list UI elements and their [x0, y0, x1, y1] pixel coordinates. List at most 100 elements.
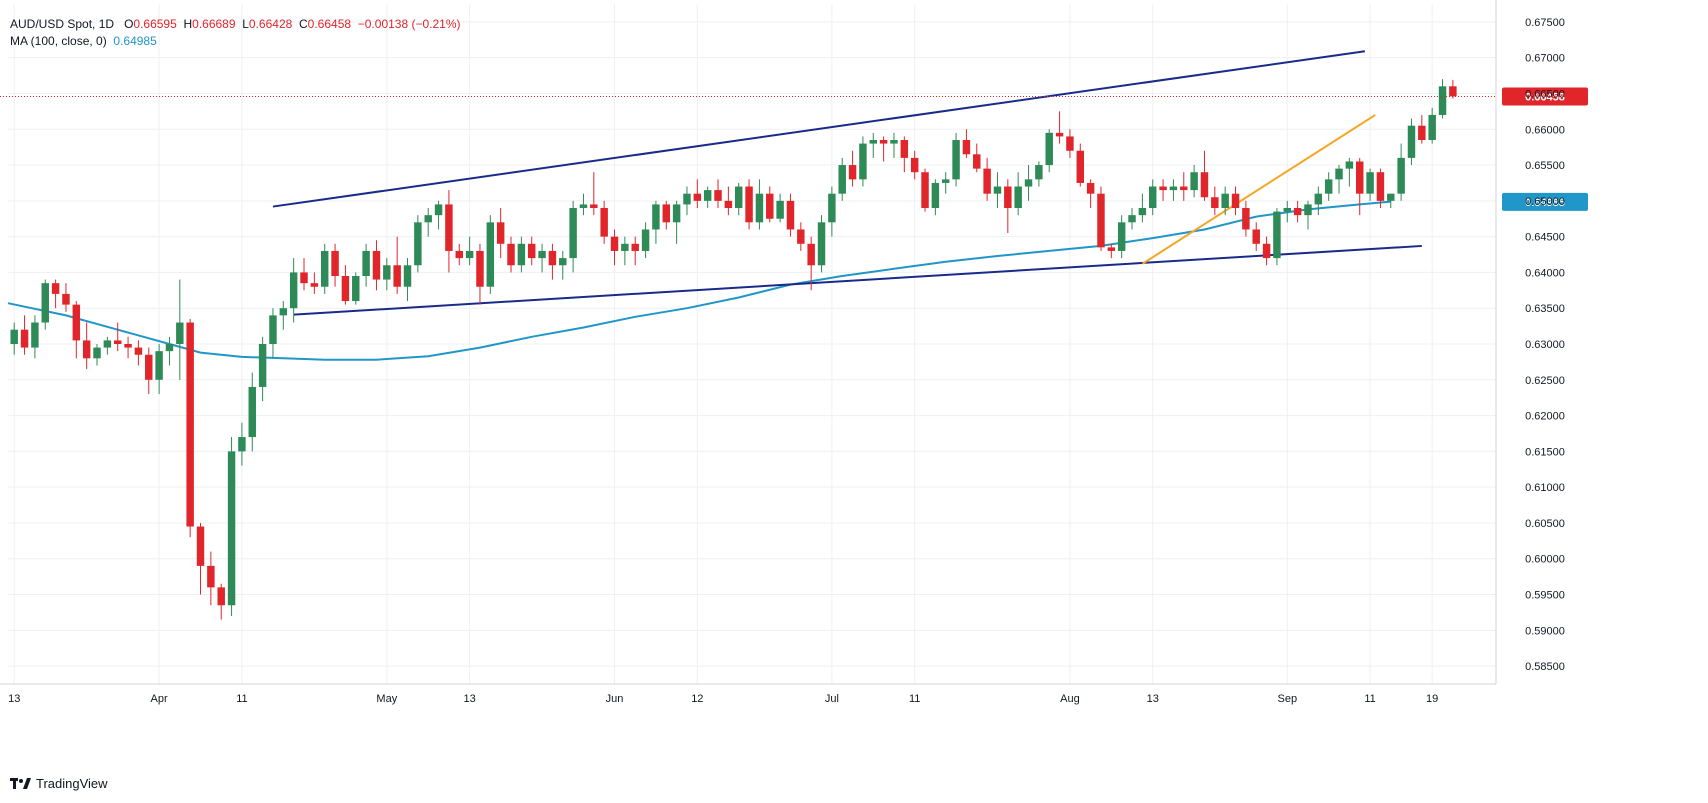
candle[interactable]	[31, 315, 39, 359]
candle[interactable]	[1138, 193, 1147, 223]
candle[interactable]	[1438, 79, 1447, 119]
candle[interactable]	[921, 168, 929, 212]
candle[interactable]	[600, 200, 608, 244]
uptrend-line[interactable]	[1141, 114, 1376, 265]
candle[interactable]	[641, 222, 650, 259]
candle[interactable]	[1097, 186, 1105, 251]
candle[interactable]	[93, 344, 101, 366]
candle[interactable]	[828, 186, 836, 237]
candle[interactable]	[1314, 186, 1323, 216]
candle[interactable]	[10, 322, 18, 355]
candle[interactable]	[145, 347, 153, 395]
candle[interactable]	[155, 344, 163, 395]
candle[interactable]	[1356, 157, 1364, 216]
candle[interactable]	[320, 243, 329, 294]
candle[interactable]	[1418, 114, 1426, 144]
candle[interactable]	[20, 315, 29, 355]
candle[interactable]	[1335, 165, 1343, 194]
candle[interactable]	[631, 236, 639, 266]
candle[interactable]	[1200, 150, 1209, 201]
candle[interactable]	[569, 200, 577, 273]
candle[interactable]	[124, 336, 132, 359]
candle[interactable]	[82, 322, 91, 370]
candle[interactable]	[724, 186, 733, 216]
candle[interactable]	[1273, 208, 1281, 266]
candle[interactable]	[693, 179, 702, 208]
candle[interactable]	[1262, 236, 1271, 266]
candle[interactable]	[289, 258, 298, 323]
candle[interactable]	[196, 522, 205, 595]
candle[interactable]	[186, 318, 194, 538]
candle[interactable]	[1148, 179, 1157, 216]
candle[interactable]	[1221, 186, 1229, 216]
candle[interactable]	[1345, 157, 1354, 187]
candle[interactable]	[879, 136, 888, 162]
candle[interactable]	[1014, 172, 1022, 216]
candle[interactable]	[610, 229, 619, 266]
candle[interactable]	[786, 193, 795, 237]
candle[interactable]	[1076, 143, 1085, 187]
candle[interactable]	[362, 243, 370, 287]
candle[interactable]	[300, 258, 308, 291]
candle[interactable]	[1407, 118, 1416, 166]
candle[interactable]	[248, 372, 256, 452]
candle[interactable]	[1045, 129, 1053, 173]
candle[interactable]	[383, 258, 391, 291]
candle[interactable]	[983, 157, 991, 201]
candle[interactable]	[652, 200, 660, 244]
candle[interactable]	[352, 272, 360, 305]
candle[interactable]	[941, 172, 950, 194]
candle[interactable]	[414, 215, 422, 273]
candle[interactable]	[1293, 200, 1302, 223]
candle[interactable]	[279, 301, 288, 330]
candle[interactable]	[703, 186, 712, 208]
candle[interactable]	[1252, 222, 1260, 251]
candle[interactable]	[476, 243, 484, 305]
candle[interactable]	[403, 258, 412, 302]
candle[interactable]	[1107, 243, 1116, 259]
candle[interactable]	[662, 200, 670, 230]
candle[interactable]	[496, 208, 505, 259]
candle[interactable]	[207, 551, 215, 606]
candle[interactable]	[952, 132, 960, 187]
candle[interactable]	[62, 283, 70, 312]
candle[interactable]	[559, 250, 567, 280]
candle[interactable]	[113, 322, 122, 352]
candle[interactable]	[734, 182, 743, 216]
candle[interactable]	[1376, 168, 1385, 208]
candle[interactable]	[683, 186, 691, 216]
candle[interactable]	[434, 200, 443, 230]
candle[interactable]	[838, 157, 846, 201]
candle[interactable]	[486, 215, 495, 294]
candle[interactable]	[931, 179, 940, 216]
candle[interactable]	[807, 236, 815, 291]
candle[interactable]	[372, 240, 381, 291]
candle[interactable]	[341, 265, 350, 305]
candle[interactable]	[176, 279, 184, 380]
candle[interactable]	[1180, 172, 1188, 201]
candle[interactable]	[134, 340, 143, 366]
candle[interactable]	[1117, 215, 1126, 259]
candle[interactable]	[1190, 165, 1198, 198]
candle[interactable]	[527, 236, 536, 266]
candle[interactable]	[590, 172, 598, 216]
candle[interactable]	[258, 336, 267, 402]
candle[interactable]	[1128, 208, 1136, 230]
candle[interactable]	[1387, 193, 1395, 208]
candle[interactable]	[993, 172, 1002, 208]
upper-channel-line[interactable]	[272, 50, 1366, 208]
candle[interactable]	[890, 132, 898, 158]
candle[interactable]	[507, 236, 515, 273]
candle[interactable]	[41, 279, 49, 330]
candle[interactable]	[1169, 179, 1178, 201]
candle[interactable]	[1211, 186, 1219, 216]
candle[interactable]	[1004, 179, 1012, 234]
candle[interactable]	[1428, 107, 1436, 144]
candle[interactable]	[817, 215, 826, 273]
candle[interactable]	[1366, 168, 1374, 201]
candle[interactable]	[869, 132, 877, 158]
candle[interactable]	[621, 236, 629, 266]
candle[interactable]	[1242, 200, 1250, 237]
candle[interactable]	[217, 583, 225, 620]
